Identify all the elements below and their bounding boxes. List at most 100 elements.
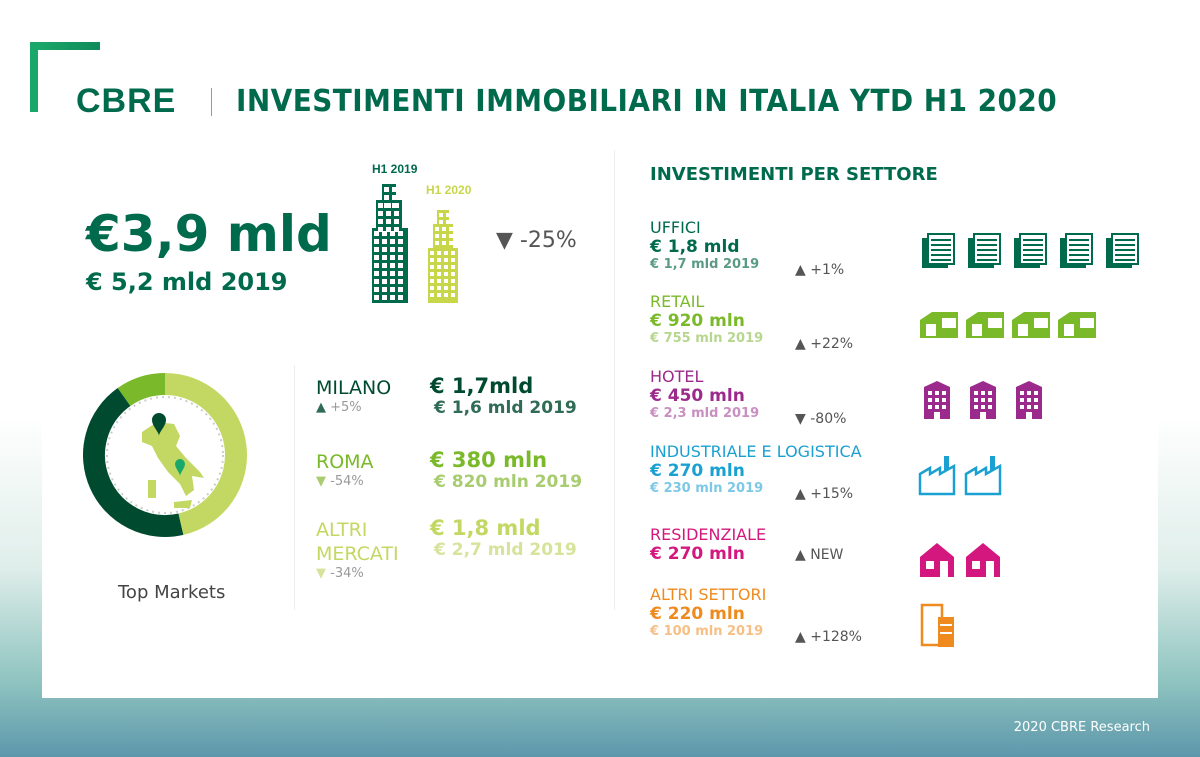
up-triangle-icon: ▲ (795, 262, 806, 278)
sector-item: UFFICI € 1,8 mld € 1,7 mld 2019 ▲ +1% (650, 218, 910, 278)
sector-previous: € 100 mln 2019 (650, 624, 764, 639)
sector-item: RESIDENZIALE € 270 mln ▲ NEW (650, 525, 910, 564)
sector-previous: € 1,7 mld 2019 (650, 257, 760, 272)
mixed-buildings-icon (920, 603, 954, 647)
market-values: € 380 mln € 820 mln 2019 (430, 448, 582, 492)
shop-icon (1058, 312, 1096, 338)
sector-name: INDUSTRIALE E LOGISTICA (650, 442, 862, 461)
sector-name: HOTEL (650, 367, 704, 386)
down-triangle-icon: ▼ (496, 228, 513, 253)
hotel-icon (1016, 381, 1042, 419)
italy-map-icon (142, 422, 204, 508)
previous-total: € 5,2 mld 2019 (86, 268, 288, 296)
page-title: INVESTIMENTI IMMOBILIARI IN ITALIA YTD H… (236, 84, 1058, 119)
sectors-title: INVESTIMENTI PER SETTORE (650, 164, 938, 185)
sector-value: € 270 mln (650, 544, 745, 564)
sector-name: ALTRI SETTORI (650, 585, 767, 604)
roma-pin-icon (175, 459, 185, 476)
total-value: €3,9 mld (86, 205, 332, 263)
market-values: € 1,7mld € 1,6 mld 2019 (430, 374, 577, 418)
up-triangle-icon: ▲ (795, 547, 806, 563)
market-previous: € 1,6 mld 2019 (434, 398, 577, 418)
market-name: ROMA (316, 451, 374, 473)
market-value: € 1,8 mld (430, 516, 541, 540)
market-value: € 380 mln (430, 448, 548, 472)
sector-item: HOTEL € 450 mln € 2,3 mld 2019 ▼ -80% (650, 367, 910, 427)
market-value: € 1,7mld (430, 374, 534, 398)
sector-icons (918, 232, 1142, 272)
market-change: ▼ -54% (316, 474, 364, 489)
sector-item: RETAIL € 920 mln € 755 mln 2019 ▲ +22% (650, 292, 910, 352)
donut-segment-roma (117, 373, 166, 407)
shop-icon (920, 312, 958, 338)
label-h1-2020: H1 2020 (426, 183, 472, 197)
down-triangle-icon: ▼ (316, 566, 326, 581)
sector-previous: € 2,3 mld 2019 (650, 406, 760, 421)
donut-segment-altri-mercati (164, 373, 247, 535)
sector-change: ▲ +128% (795, 629, 862, 645)
market-item: MILANO ▲ +5% (316, 376, 416, 415)
factory-icon (918, 456, 956, 496)
hotel-icon (924, 381, 950, 419)
down-triangle-icon: ▼ (316, 474, 326, 489)
market-values: € 1,8 mld € 2,7 mld 2019 (430, 516, 577, 560)
donut-segment-milano (83, 388, 184, 537)
sector-name: RESIDENZIALE (650, 525, 767, 544)
office-building-icon (1014, 233, 1047, 268)
sector-icons (918, 456, 1004, 496)
label-h1-2019: H1 2019 (372, 162, 418, 176)
market-name: ALTRI MERCATI (316, 519, 399, 565)
up-triangle-icon: ▲ (795, 486, 806, 502)
top-markets-caption: Top Markets (118, 582, 226, 603)
sector-value: € 920 mln (650, 311, 745, 331)
sector-icons (918, 599, 958, 649)
divider (294, 365, 295, 610)
sector-item: INDUSTRIALE E LOGISTICA € 270 mln € 230 … (650, 442, 910, 502)
footer-credit: 2020 CBRE Research (1013, 720, 1150, 735)
market-previous: € 820 mln 2019 (434, 472, 583, 492)
sector-name: RETAIL (650, 292, 705, 311)
sector-value: € 1,8 mld (650, 237, 740, 257)
office-building-icon (922, 233, 955, 268)
total-change: ▼ -25% (496, 228, 577, 253)
milano-pin-icon (152, 413, 166, 436)
shop-icon (1012, 312, 1050, 338)
sector-value: € 270 mln (650, 461, 745, 481)
sector-value: € 220 mln (650, 604, 745, 624)
factory-icon (964, 456, 1002, 496)
sector-icons (918, 539, 1004, 579)
sector-change: ▼ -80% (795, 411, 847, 427)
skyscraper-icons (372, 184, 458, 303)
sector-change: ▲ NEW (795, 547, 844, 563)
sector-change: ▲ +22% (795, 336, 854, 352)
up-triangle-icon: ▲ (795, 336, 806, 352)
divider (614, 150, 615, 610)
house-icon (966, 543, 1000, 577)
sector-change: ▲ +1% (795, 262, 845, 278)
top-markets-donut (83, 373, 247, 537)
sector-icons (918, 306, 1096, 346)
sector-item: ALTRI SETTORI € 220 mln € 100 mln 2019 ▲… (650, 585, 910, 645)
sector-name: UFFICI (650, 218, 701, 237)
up-triangle-icon: ▲ (795, 629, 806, 645)
sector-previous: € 230 mln 2019 (650, 481, 764, 496)
house-icon (920, 543, 954, 577)
divider (211, 88, 212, 116)
market-item: ROMA ▼ -54% (316, 450, 416, 489)
market-previous: € 2,7 mld 2019 (434, 540, 577, 560)
logo-corner-mark (30, 42, 100, 112)
down-triangle-icon: ▼ (795, 411, 806, 427)
market-name: MILANO (316, 377, 392, 399)
total-change-value: -25% (519, 228, 577, 253)
sector-previous: € 755 mln 2019 (650, 331, 764, 346)
market-change: ▼ -34% (316, 566, 364, 581)
hotel-icon (970, 381, 996, 419)
office-building-icon (1106, 233, 1139, 268)
sector-value: € 450 mln (650, 386, 745, 406)
cbre-logo: CBRE (76, 82, 177, 120)
office-building-icon (1060, 233, 1093, 268)
sector-icons (918, 381, 1050, 421)
shop-icon (966, 312, 1004, 338)
market-change: ▲ +5% (316, 400, 362, 415)
office-building-icon (968, 233, 1001, 268)
